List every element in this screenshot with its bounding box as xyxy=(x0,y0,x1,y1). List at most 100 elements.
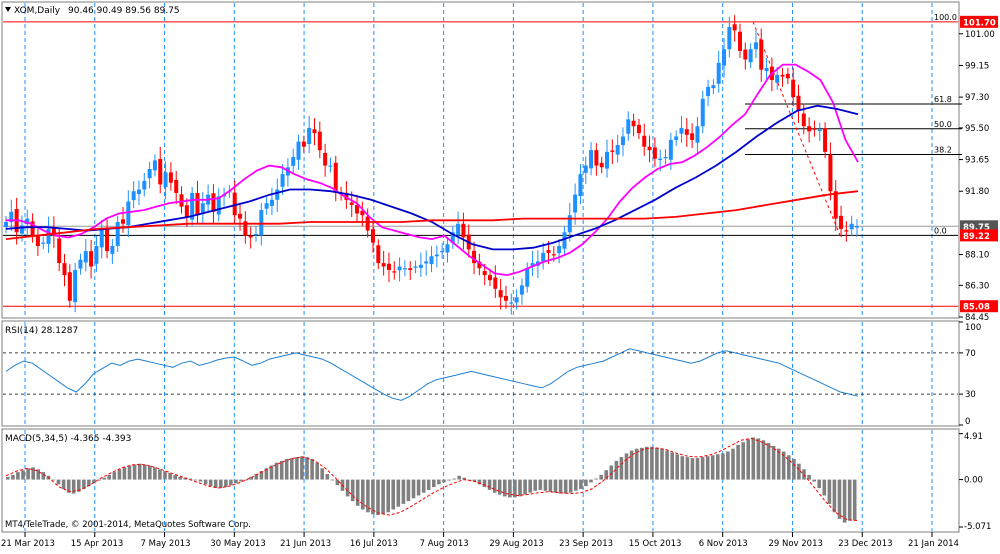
macd-bar xyxy=(381,479,385,515)
macd-bar xyxy=(391,479,395,510)
macd-bar xyxy=(523,479,527,495)
macd-bar xyxy=(153,467,157,480)
candle-body xyxy=(184,205,189,217)
fibo-level-label: 100.0 xyxy=(934,13,957,22)
candle-body xyxy=(716,62,721,84)
x-tick-label: 21 Jan 2014 xyxy=(908,539,959,549)
ohlc-values: 90.46 90.49 89.56 89.75 xyxy=(68,6,180,16)
macd-bar xyxy=(503,479,507,497)
candle-body xyxy=(429,256,434,265)
candle-body xyxy=(301,141,306,147)
candle-body xyxy=(296,141,301,160)
macd-bar xyxy=(371,479,375,515)
symbol-header: XOM,Daily 90.46 90.49 89.56 89.75 xyxy=(5,6,180,16)
main-price-panel[interactable] xyxy=(1,1,960,319)
candle-body xyxy=(695,126,700,143)
macd-bar xyxy=(832,479,837,513)
candle-body xyxy=(174,179,179,193)
x-tick-label: 29 Aug 2013 xyxy=(489,539,543,549)
price-tag-label: 85.08 xyxy=(963,303,990,313)
candle-body xyxy=(488,275,493,281)
candle-body xyxy=(211,193,216,212)
macd-bar xyxy=(660,448,664,480)
macd-bar xyxy=(411,479,416,499)
candle-body xyxy=(19,225,24,234)
candle-body xyxy=(275,189,280,200)
y-tick-label: 95.50 xyxy=(965,124,989,134)
rsi-label: RSI(14) 28.1287 xyxy=(5,326,78,336)
macd-bar xyxy=(492,479,497,493)
macd-bar xyxy=(467,479,472,481)
candle-body xyxy=(498,290,503,298)
moving-average-line xyxy=(6,63,859,277)
y-tick-label: 4.91 xyxy=(964,432,983,442)
x-tick-label: 15 Apr 2013 xyxy=(71,539,124,549)
macd-bar xyxy=(685,457,690,480)
candle-body xyxy=(844,230,849,232)
candle-body xyxy=(424,261,429,264)
candle-body xyxy=(737,31,742,51)
rsi-path xyxy=(5,348,859,401)
candle-body xyxy=(232,192,237,216)
candle-body xyxy=(605,151,610,169)
macd-bar xyxy=(847,479,852,521)
candle-body xyxy=(812,128,817,130)
moving-averages xyxy=(5,63,859,277)
macd-bar xyxy=(406,479,411,502)
macd-bar xyxy=(386,479,390,513)
macd-bar xyxy=(787,455,791,480)
macd-bar xyxy=(518,479,522,497)
macd-bar xyxy=(629,450,634,480)
candle-body xyxy=(477,261,482,269)
macd-bar xyxy=(193,479,198,481)
macd-bar xyxy=(721,453,725,480)
candle-body xyxy=(839,215,844,229)
y-tick-label: 97.30 xyxy=(965,93,989,103)
candle-body xyxy=(67,272,72,301)
macd-bar xyxy=(452,478,456,480)
macd-bar xyxy=(224,479,228,488)
candle-body xyxy=(817,129,822,131)
candle-body xyxy=(121,219,126,224)
candle-body xyxy=(493,277,498,289)
macd-bar xyxy=(513,479,517,498)
candle-body xyxy=(9,211,14,223)
macd-bar xyxy=(645,446,649,480)
macd-bar xyxy=(173,474,177,480)
price-axis: 101.00 99.15 97.30 95.50 93.65 91.80 88.10 86.3… xyxy=(959,30,995,532)
candle-body xyxy=(440,251,445,253)
candle-body xyxy=(200,203,205,213)
price-tag-label: 101.70 xyxy=(963,18,996,28)
macd-bar xyxy=(213,479,218,488)
macd-bar xyxy=(437,479,441,485)
candle-body xyxy=(503,295,508,301)
macd-bar xyxy=(675,454,679,480)
macd-bar xyxy=(553,479,558,493)
collapse-triangle-icon[interactable] xyxy=(5,7,11,12)
macd-bar xyxy=(16,472,20,480)
candle-body xyxy=(365,216,370,231)
candle-body xyxy=(434,254,439,257)
candle-body xyxy=(514,297,519,303)
candle-body xyxy=(418,264,423,268)
macd-bar xyxy=(817,479,821,488)
y-tick-label: 70 xyxy=(965,349,976,359)
candle-body xyxy=(615,145,620,155)
macd-bar xyxy=(614,460,619,480)
macd-bar xyxy=(589,479,593,483)
macd-bar xyxy=(274,462,279,480)
x-tick-label: 15 Oct 2013 xyxy=(629,539,682,549)
x-tick-label: 21 Jun 2013 xyxy=(280,539,331,549)
macd-bar xyxy=(198,479,203,482)
candle-body xyxy=(370,229,375,243)
candle-body xyxy=(46,228,51,244)
macd-bar xyxy=(244,479,248,481)
candle-body xyxy=(190,192,195,220)
candle-body xyxy=(312,129,317,134)
candle-body xyxy=(94,245,99,264)
candle-body xyxy=(722,49,727,66)
macd-bar xyxy=(584,479,588,487)
